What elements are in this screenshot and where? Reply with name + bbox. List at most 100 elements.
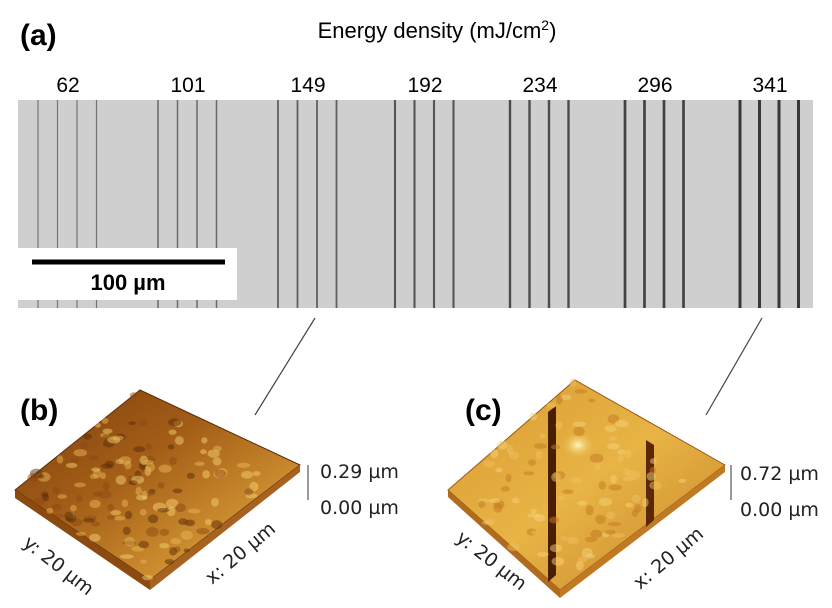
z-max: 0.72 µm [740,463,819,485]
texture-spot [184,548,190,552]
texture-spot [89,455,99,461]
texture-spot [169,547,177,555]
texture-spot [159,543,169,548]
texture-spot [534,443,547,449]
texture-spot [89,534,101,542]
texture-spot [632,509,639,517]
texture-spot [482,521,494,525]
texture-spot [76,532,86,536]
texture-spot [540,433,546,438]
texture-spot [576,561,584,570]
texture-spot [213,457,222,465]
title-text: Energy density (mJ/cm [318,18,542,43]
texture-spot [158,465,171,473]
texture-spot [98,491,111,499]
texture-spot [558,496,566,501]
texture-spot [80,442,88,449]
connector [255,318,315,415]
texture-spot [107,504,114,511]
texture-spot [586,505,594,515]
texture-spot [530,509,537,514]
texture-spot [140,559,147,563]
texture-spot [608,522,622,526]
texture-spot [531,531,538,535]
energy-label: 192 [407,74,442,97]
texture-spot [111,510,122,515]
texture-spot [73,449,87,456]
texture-spot [550,544,562,552]
z-min: 0.00 µm [740,499,819,521]
texture-spot [103,428,113,433]
panel-title: Energy density (mJ/cm2) [318,17,557,43]
texture-spot [146,527,159,537]
texture-spot [610,475,616,484]
panel-label: (c) [465,394,502,427]
texture-spot [170,538,181,544]
texture-spot [590,530,602,538]
texture-spot [89,500,100,508]
scale-label: 100 µm [90,270,165,295]
texture-spot [585,554,595,559]
texture-spot [524,471,535,475]
texture-spot [201,437,207,443]
texture-spot [490,449,498,458]
texture-spot [590,454,604,463]
texture-spot [125,511,132,519]
panel-label: (a) [20,19,57,52]
texture-spot [507,445,514,455]
texture-spot [627,470,640,480]
texture-spot [202,470,210,478]
texture-spot [605,530,616,534]
texture-spot [129,421,136,425]
texture-spot [607,443,619,450]
texture-spot [551,444,561,449]
texture-spot [478,501,485,508]
texture-spot [556,395,562,405]
texture-spot [196,528,209,534]
title-sup: 2 [541,17,549,33]
texture-spot [140,509,147,516]
panel-label: (b) [20,394,58,427]
texture-spot [141,460,154,465]
texture-spot [138,420,147,427]
texture-spot [158,482,165,488]
texture-spot [70,457,80,462]
texture-spot [116,475,126,484]
texture-spot [168,444,175,449]
texture-spot [54,514,65,518]
energy-label: 101 [170,74,205,97]
texture-spot [609,484,622,490]
texture-spot [507,543,519,551]
texture-spot [501,486,510,492]
energy-label: 149 [290,74,325,97]
texture-spot [122,499,129,507]
texture-spot [618,455,624,463]
texture-spot [650,467,657,474]
texture-spot [183,521,193,526]
texture-spot [107,436,120,443]
energy-label: 296 [637,74,672,97]
texture-spot [74,483,86,488]
texture-spot [159,529,169,536]
texture-spot [570,478,582,484]
texture-spot [215,470,226,478]
texture-spot [83,434,92,440]
texture-spot [211,498,219,507]
texture-spot [549,517,559,524]
texture-spot [241,471,253,479]
texture-spot [237,463,250,468]
texture-spot [195,462,205,466]
texture-spot [483,460,495,467]
texture-spot [650,458,657,464]
texture-spot [200,449,207,454]
texture-spot [213,446,222,452]
texture-spot [102,418,109,424]
texture-spot [181,530,193,540]
texture-spot [649,481,661,490]
texture-spot [119,456,131,465]
texture-spot [165,559,175,564]
texture-spot [175,503,186,512]
texture-spot [101,463,113,469]
texture-spot [624,450,631,459]
texture-spot [497,441,508,450]
